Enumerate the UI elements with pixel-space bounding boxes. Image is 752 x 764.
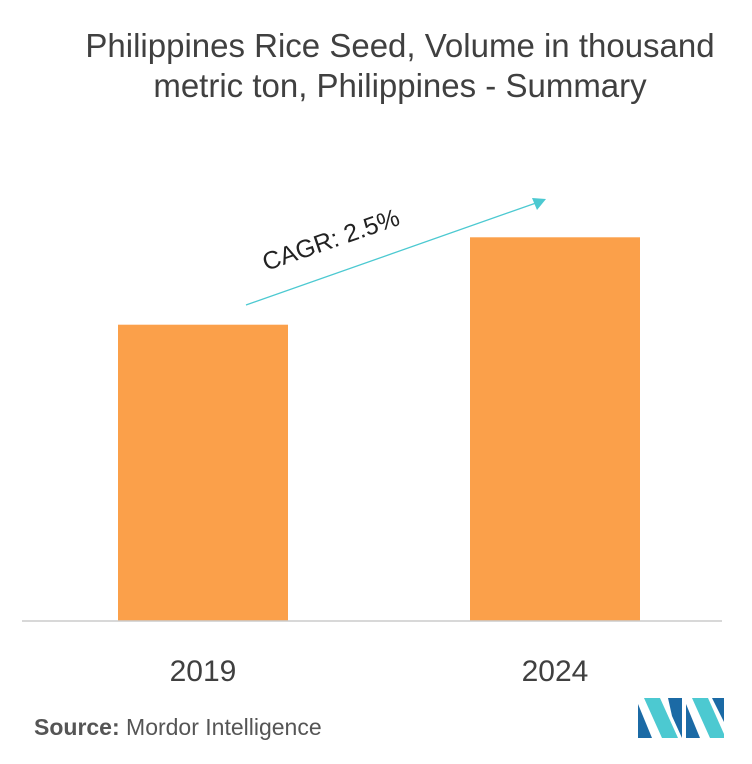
- bar-chart: 2019 2024 CAGR: 2.5%: [22, 198, 722, 688]
- source-label: Source:: [34, 714, 120, 740]
- bars-layer: [118, 237, 640, 621]
- source-note: Source: Mordor Intelligence: [34, 714, 322, 741]
- bar-2024: [470, 237, 640, 621]
- source-text: Mordor Intelligence: [126, 714, 322, 740]
- cagr-label: CAGR: 2.5%: [259, 204, 403, 277]
- chart-title: Philippines Rice Seed, Volume in thousan…: [85, 27, 715, 104]
- cagr-arrow-head-icon: [532, 198, 546, 210]
- cagr-arrow-line: [245, 202, 537, 306]
- tick-labels-layer: 2019 2024: [170, 655, 589, 688]
- bar-2019: [118, 324, 288, 621]
- tick-label-2019: 2019: [170, 655, 237, 688]
- mordor-intelligence-logo-icon: [638, 698, 724, 738]
- tick-label-2024: 2024: [522, 655, 589, 688]
